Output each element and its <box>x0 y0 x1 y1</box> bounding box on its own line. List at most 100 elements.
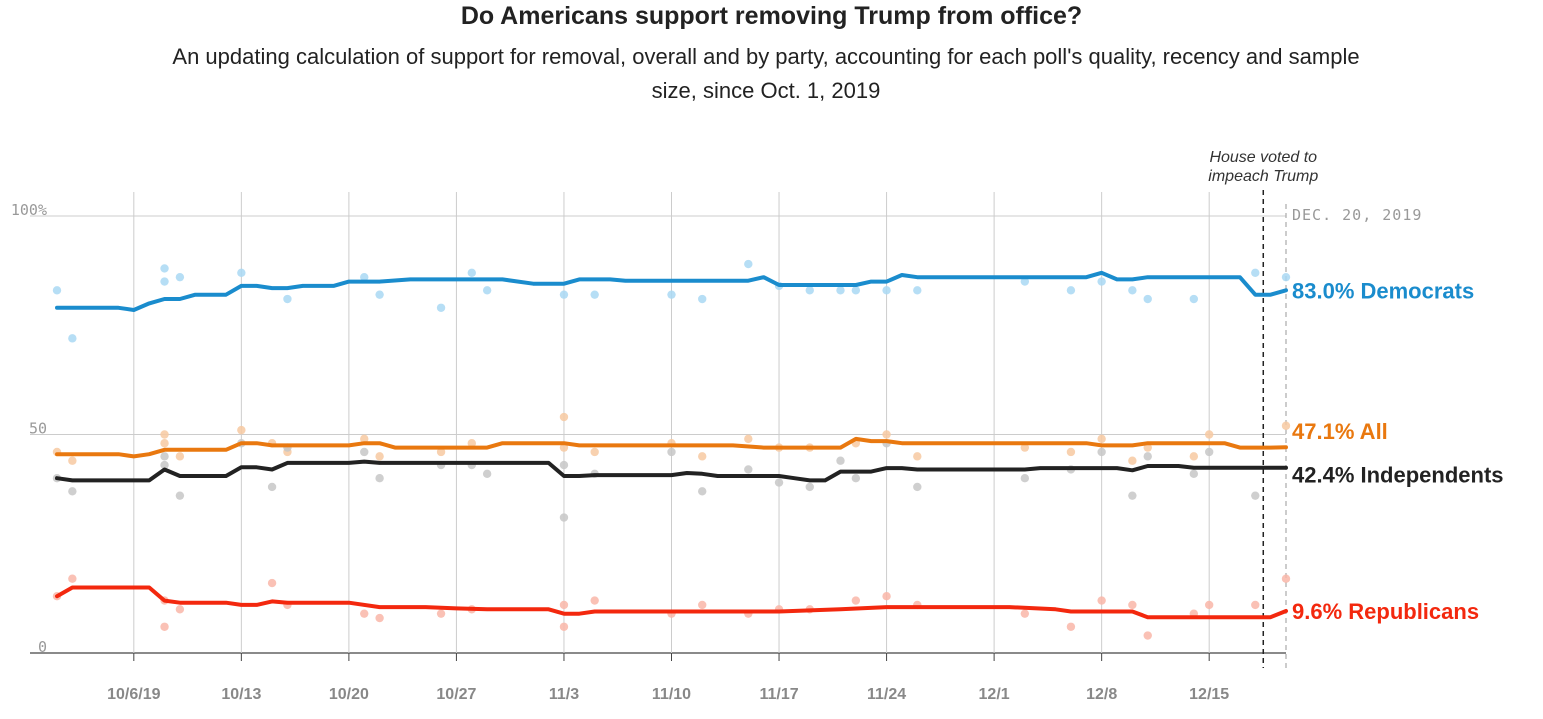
poll-dot-republicans <box>360 609 369 618</box>
poll-dot-all <box>1281 421 1291 430</box>
poll-dot-democrats <box>1251 268 1260 278</box>
poll-dot-independents <box>836 456 845 465</box>
poll-dot-republicans <box>375 613 384 623</box>
poll-dot-independents <box>559 460 569 470</box>
poll-dot-democrats <box>160 264 169 273</box>
poll-dot-republicans <box>698 600 707 610</box>
poll-dot-all <box>882 430 891 439</box>
poll-dot-independents <box>267 482 277 492</box>
poll-dot-independents <box>774 478 784 487</box>
x-tick-label: 10/6/19 <box>107 686 160 703</box>
poll-dot-democrats <box>836 286 845 295</box>
poll-dot-all <box>160 439 169 448</box>
poll-dot-democrats <box>1189 294 1199 304</box>
poll-dot-independents <box>913 482 922 492</box>
poll-dot-democrats <box>175 272 185 282</box>
x-tick-label: 10/27 <box>436 686 476 703</box>
poll-dot-republicans <box>1097 596 1106 605</box>
end-label-independents: 42.4% Independents <box>1292 463 1504 488</box>
poll-dot-democrats <box>1143 294 1152 304</box>
poll-dot-republicans <box>68 574 77 583</box>
poll-dot-all <box>744 434 753 444</box>
poll-dot-all <box>590 447 599 457</box>
poll-dot-independents <box>1128 491 1137 500</box>
poll-dot-independents <box>1204 447 1214 457</box>
trend-lines <box>55 270 1288 620</box>
poll-dot-all <box>360 434 369 444</box>
chart-subtitle: An updating calculation of support for r… <box>172 44 1360 103</box>
trend-line-independents <box>55 459 1288 483</box>
poll-dot-republicans <box>267 578 277 588</box>
y-tick-label: 0 <box>38 638 47 656</box>
poll-dot-democrats <box>698 294 707 304</box>
poll-dot-independents <box>1189 469 1199 479</box>
poll-dot-all <box>375 452 384 461</box>
x-tick-label: 12/1 <box>979 686 1010 703</box>
x-tick-label: 10/13 <box>221 686 261 703</box>
poll-dot-all <box>175 452 185 461</box>
poll-dot-republicans <box>1204 600 1214 610</box>
poll-dot-democrats <box>744 259 753 269</box>
poll-dot-republicans <box>1020 609 1030 618</box>
poll-dot-democrats <box>1281 272 1291 282</box>
poll-dot-all <box>436 447 446 457</box>
poll-dot-independents <box>160 460 169 470</box>
poll-dot-republicans <box>559 622 569 631</box>
poll-dot-democrats <box>68 334 77 343</box>
poll-dot-democrats <box>52 286 62 295</box>
y-tick-label: 50 <box>29 420 47 438</box>
trend-line-democrats <box>55 270 1288 312</box>
impeachment-annotation: House voted to <box>1209 149 1317 166</box>
poll-dot-democrats <box>436 303 446 312</box>
poll-dot-independents <box>160 452 169 461</box>
x-tick-label: 12/15 <box>1189 686 1229 703</box>
poll-dot-republicans <box>590 596 599 605</box>
poll-dot-independents <box>360 447 369 457</box>
poll-dot-democrats <box>1097 277 1106 286</box>
grid <box>30 192 1286 661</box>
poll-dot-independents <box>375 474 384 483</box>
poll-dot-republicans <box>559 600 569 610</box>
trend-line-republicans <box>55 585 1288 620</box>
x-tick-label: 11/17 <box>759 686 798 703</box>
poll-dot-all <box>1128 456 1137 465</box>
end-label-republicans: 9.6% Republicans <box>1292 599 1479 624</box>
y-tick-label: 100% <box>11 201 47 219</box>
poll-dot-democrats <box>851 286 861 295</box>
poll-dot-democrats <box>1066 286 1076 295</box>
reference-lines <box>1262 190 1287 668</box>
poll-dot-republicans <box>1281 574 1291 583</box>
end-label-all: 47.1% All <box>1292 419 1388 444</box>
poll-dot-independents <box>1097 447 1106 457</box>
poll-dot-all <box>559 412 569 422</box>
x-tick-label: 10/20 <box>329 686 369 703</box>
poll-dot-independents <box>851 474 861 483</box>
poll-dot-independents <box>1143 452 1152 461</box>
poll-dot-independents <box>667 447 676 457</box>
poll-dot-democrats <box>160 277 169 286</box>
end-label-democrats: 83.0% Democrats <box>1292 278 1474 303</box>
poll-dot-democrats <box>667 290 676 299</box>
poll-dot-democrats <box>805 286 814 295</box>
poll-dot-all <box>1189 452 1199 461</box>
poll-dot-democrats <box>1128 286 1137 295</box>
poll-dot-democrats <box>882 286 891 295</box>
poll-dot-democrats <box>360 272 369 282</box>
poll-dot-democrats <box>482 286 492 295</box>
poll-dot-independents <box>175 491 185 500</box>
poll-dot-democrats <box>467 268 476 278</box>
poll-dot-democrats <box>913 286 922 295</box>
poll-dot-republicans <box>436 609 446 618</box>
poll-dot-independents <box>698 487 707 496</box>
poll-dot-republicans <box>882 591 891 601</box>
poll-dot-all <box>467 439 476 448</box>
poll-dot-republicans <box>1143 631 1152 640</box>
poll-dot-all <box>237 425 246 435</box>
poll-dot-democrats <box>1020 277 1030 286</box>
x-tick-label: 12/8 <box>1086 686 1117 703</box>
poll-dot-all <box>698 452 707 461</box>
poll-dot-republicans <box>160 622 169 631</box>
x-tick-label: 11/10 <box>652 686 691 703</box>
poll-dot-all <box>68 456 77 465</box>
